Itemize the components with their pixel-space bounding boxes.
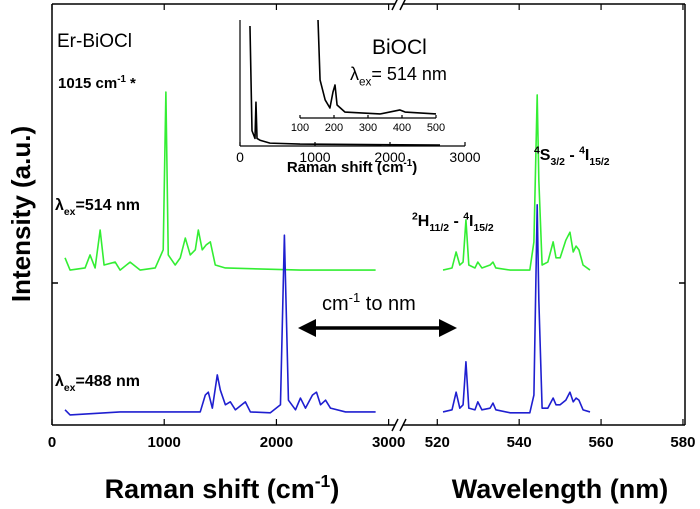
annotation: λex=514 nm (55, 197, 140, 218)
x-tick-label: 500 (427, 122, 445, 134)
axis-break (399, 0, 406, 11)
x-tick-label: 560 (589, 434, 614, 451)
spectrum-line (64, 234, 376, 416)
text-part: ) (330, 474, 339, 504)
text-part: = 514 nm (371, 64, 447, 84)
x-tick-label: 300 (359, 122, 377, 134)
text-part: ex (64, 207, 76, 218)
spectrum-line (64, 91, 376, 271)
annotation: 2H11/2 - 4I15/2 (412, 212, 494, 234)
y-axis-label: Intensity (a.u.) (6, 126, 36, 302)
text-part: -1 (117, 74, 126, 85)
text-part: - (449, 213, 463, 230)
x-tick-label: 1000 (148, 434, 181, 451)
x-tick-label: 3000 (372, 434, 405, 451)
text-part: ex (359, 75, 372, 88)
text-part: λ (55, 373, 64, 390)
text-part: 4 (534, 146, 540, 157)
arrow-head (298, 319, 316, 337)
x-tick-label: 540 (507, 434, 532, 451)
x-tick-label: 520 (425, 434, 450, 451)
text-part: 4 (463, 212, 469, 223)
x-tick-label: 1000 (299, 149, 330, 165)
annotation: 4S3/2 - 4I15/2 (534, 146, 610, 168)
x-tick-label: 0 (48, 434, 56, 451)
text-part: λ (55, 197, 64, 214)
text-part: λ (350, 64, 359, 84)
text-part: 15/2 (473, 223, 493, 234)
annotation: BiOCl (372, 36, 427, 59)
spectrum-line (249, 25, 441, 146)
x-tick-label: 2000 (374, 149, 405, 165)
text-part: 1015 cm (58, 75, 117, 92)
text-part: =488 nm (75, 373, 139, 390)
annotation: λex=488 nm (55, 373, 140, 394)
text-part: I (585, 147, 589, 164)
axis-break (391, 418, 399, 432)
text-part: to nm (360, 293, 416, 315)
text-part: -1 (315, 471, 331, 491)
text-part: - (565, 147, 579, 164)
text-part: 2 (412, 212, 418, 223)
x-axis-label: Wavelength (nm) (452, 474, 669, 504)
text-part: 15/2 (589, 157, 609, 168)
x-tick-label: 2000 (260, 434, 293, 451)
text-part: ) (412, 159, 417, 176)
text-part: H (418, 213, 430, 230)
annotation: λex= 514 nm (350, 64, 447, 88)
axis-break (391, 0, 398, 11)
x-axis-label: Raman shift (cm-1) (105, 471, 340, 504)
text-part: BiOCl (372, 36, 427, 59)
text-part: -1 (349, 290, 361, 305)
text-part: * (126, 75, 136, 92)
spectrum-line (442, 94, 591, 271)
text-part: -1 (404, 158, 413, 169)
axis-break (399, 418, 407, 432)
annotation: 1015 cm-1 * (58, 74, 136, 92)
x-tick-label: 200 (325, 122, 343, 134)
x-tick-label: 3000 (449, 149, 480, 165)
text-part: =514 nm (75, 197, 139, 214)
annotation: Er-BiOCl (57, 31, 132, 52)
text-part: Er-BiOCl (57, 31, 132, 52)
x-tick-label: 100 (291, 122, 309, 134)
text-part: Raman shift (cm (287, 159, 404, 176)
text-part: 3/2 (550, 157, 565, 168)
text-part: Raman shift (cm (105, 474, 315, 504)
arrow-head (439, 319, 457, 337)
text-part: I (469, 213, 473, 230)
spectrum-line (442, 204, 591, 414)
x-tick-label: 580 (670, 434, 695, 451)
conversion-arrow (298, 319, 457, 337)
x-tick-label: 0 (236, 149, 244, 165)
text-part: S (540, 147, 551, 164)
spectrum-line (317, 19, 437, 115)
annotation: cm-1 to nm (322, 290, 416, 315)
text-part: 4 (579, 146, 585, 157)
x-axis-label: Raman shift (cm-1) (287, 158, 417, 176)
frame (51, 0, 686, 432)
x-tick-label: 400 (393, 122, 411, 134)
text-part: 11/2 (429, 223, 449, 234)
text-part: ex (64, 383, 76, 394)
text-part: cm (322, 293, 349, 315)
